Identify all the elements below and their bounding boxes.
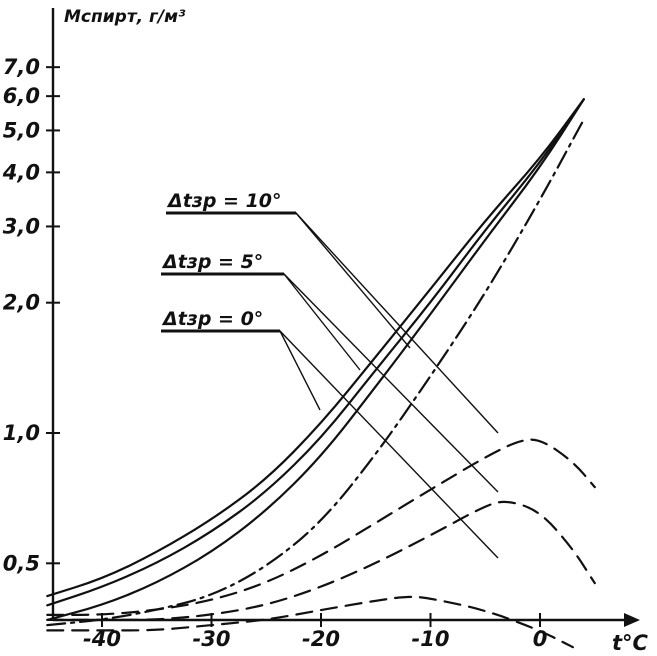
series-group <box>46 98 596 649</box>
series-line-5-dashed <box>46 438 596 617</box>
series-line-3-solid <box>46 98 585 621</box>
annotation-label-dt5: Δtзр = 5° <box>161 251 263 273</box>
x-axis-title: t°C <box>612 631 649 655</box>
y-axis-title: Мспирт, г/м³ <box>64 7 186 27</box>
x-tick-label: -10 <box>412 627 450 651</box>
x-tick-label: -30 <box>193 627 231 651</box>
x-axis-arrow <box>624 613 640 627</box>
y-tick-label: 0,5 <box>3 551 40 575</box>
y-tick-label: 6,0 <box>3 84 40 108</box>
y-tick-label: 3,0 <box>3 214 40 238</box>
y-tick-label: 7,0 <box>3 55 40 79</box>
series-line-1-solid <box>46 98 585 598</box>
series-line-4-dashdot <box>46 118 585 627</box>
y-tick-label: 4,0 <box>2 160 40 184</box>
y-tick-label: 5,0 <box>3 118 40 142</box>
series-line-6-dashed <box>46 500 596 622</box>
leader-dt0-branch <box>279 330 321 411</box>
annotation-label-dt10: Δtзр = 10° <box>166 190 282 212</box>
y-tick-label: 2,0 <box>3 291 40 315</box>
y-tick-label: 1,0 <box>3 421 40 445</box>
leader-dt5-branch <box>283 273 361 371</box>
series-line-2-solid <box>46 98 585 607</box>
leader-dt10-branch <box>295 212 411 349</box>
axes-group <box>51 8 640 627</box>
series-line-7-dashed <box>46 595 574 649</box>
ticks-group: -40 -30 -20 -10 00,51,02,03,04,05,06,07,0 <box>2 55 548 651</box>
annotation-label-dt0: Δtзр = 0° <box>161 308 263 330</box>
leaders-group <box>161 211 499 559</box>
x-tick-label: -20 <box>302 627 340 651</box>
